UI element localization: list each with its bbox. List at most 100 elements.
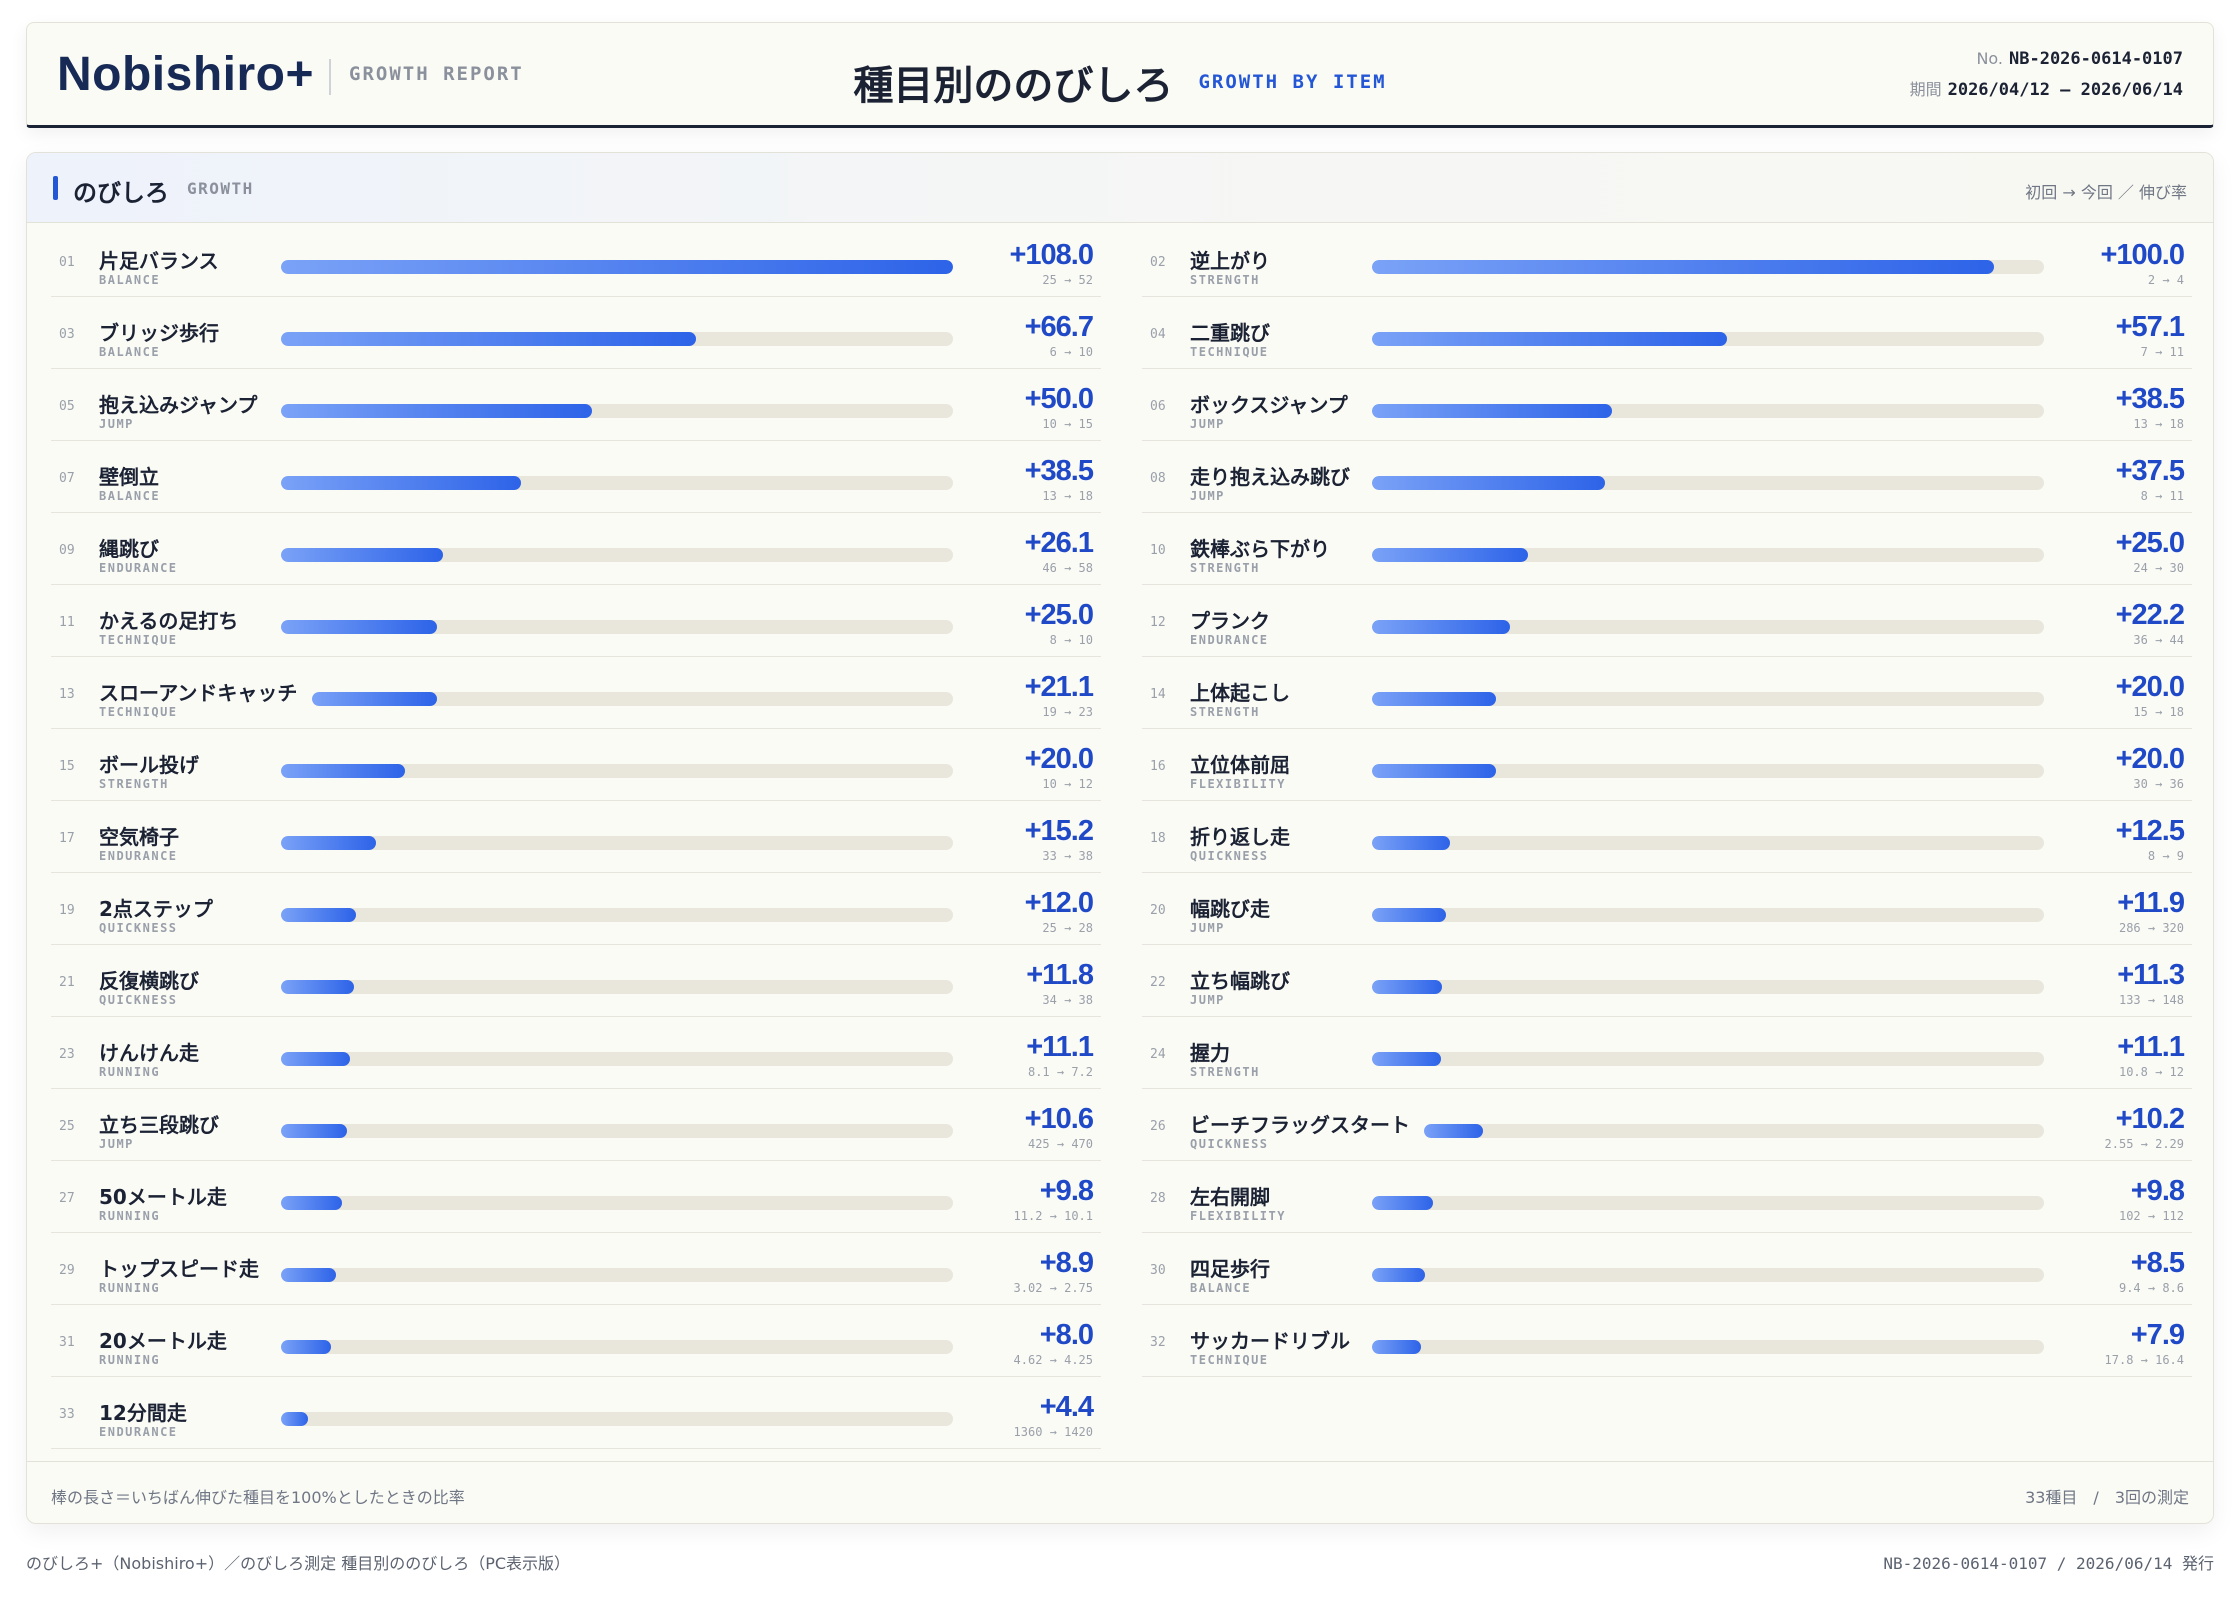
item-name: 握力 (1190, 1041, 1230, 1065)
growth-item-row: 26 ビーチフラッグスタート QUICKNESS +10.2 2.55 → 2.29 (1142, 1089, 2192, 1161)
growth-rate: +15.2 (1024, 815, 1094, 847)
growth-bar-fill (1372, 764, 1497, 778)
first-to-latest: 8.1 → 7.2 (1027, 1065, 1093, 1079)
item-number: 07 (59, 471, 75, 486)
growth-rate: +11.1 (1026, 1031, 1094, 1063)
item-category: BALANCE (99, 489, 161, 503)
growth-item-row: 09 縄跳び ENDURANCE +26.1 46 → 58 (51, 513, 1101, 585)
first-to-latest: 2.55 → 2.29 (2104, 1137, 2184, 1151)
item-name: 反復横跳び (99, 969, 199, 993)
item-name: かえるの足打ち (99, 609, 239, 633)
item-summary: 33種目 / 3回の測定 (2025, 1488, 2189, 1507)
growth-bar-track (1424, 1124, 2044, 1138)
item-category: STRENGTH (1190, 1065, 1260, 1079)
growth-bar-track (281, 476, 953, 490)
item-category: JUMP (1190, 417, 1225, 431)
growth-item-row: 12 プランク ENDURANCE +22.2 36 → 44 (1142, 585, 2192, 657)
item-category: ENDURANCE (99, 849, 178, 863)
growth-item-row: 14 上体起こし STRENGTH +20.0 15 → 18 (1142, 657, 2192, 729)
item-number: 22 (1150, 975, 1166, 990)
growth-item-row: 23 けんけん走 RUNNING +11.1 8.1 → 7.2 (51, 1017, 1101, 1089)
growth-bar-track (281, 1124, 953, 1138)
growth-bar-fill (281, 620, 437, 634)
first-to-latest: 30 → 36 (2133, 777, 2184, 791)
first-to-latest: 15 → 18 (2133, 705, 2184, 719)
first-to-latest: 13 → 18 (2133, 417, 2184, 431)
item-category: STRENGTH (1190, 273, 1260, 287)
item-category: ENDURANCE (1190, 633, 1269, 647)
item-category: RUNNING (99, 1353, 161, 1367)
growth-item-row: 25 立ち三段跳び JUMP +10.6 425 → 470 (51, 1089, 1101, 1161)
growth-bar-track (1372, 1196, 2044, 1210)
item-number: 04 (1150, 327, 1166, 342)
growth-bar-fill (281, 548, 444, 562)
item-category: TECHNIQUE (1190, 1353, 1269, 1367)
item-category: RUNNING (99, 1209, 161, 1223)
growth-item-row: 06 ボックスジャンプ JUMP +38.5 13 → 18 (1142, 369, 2192, 441)
item-number: 12 (1150, 615, 1166, 630)
growth-bar-fill (1372, 1268, 1425, 1282)
item-number: 31 (59, 1335, 75, 1350)
growth-bar-fill (1372, 1052, 1442, 1066)
growth-rate: +25.0 (2115, 527, 2185, 559)
growth-item-row: 29 トップスピード走 RUNNING +8.9 3.02 → 2.75 (51, 1233, 1101, 1305)
first-to-latest: 10.8 → 12 (2118, 1065, 2184, 1079)
growth-bar-track (281, 1412, 953, 1426)
growth-item-row: 05 抱え込みジャンプ JUMP +50.0 10 → 15 (51, 369, 1101, 441)
growth-rate: +21.1 (1024, 671, 1094, 703)
growth-rate: +10.6 (1024, 1103, 1094, 1135)
item-name: 四足歩行 (1190, 1257, 1270, 1281)
period-value: 2026/04/12 — 2026/06/14 (1947, 80, 2183, 100)
item-number: 26 (1150, 1119, 1166, 1134)
item-category: QUICKNESS (1190, 849, 1269, 863)
item-category: QUICKNESS (99, 993, 178, 1007)
item-name: ビーチフラッグスタート (1190, 1113, 1410, 1137)
item-name: 走り抱え込み跳び (1190, 465, 1350, 489)
growth-bar-fill (281, 476, 521, 490)
item-name: 50メートル走 (99, 1185, 227, 1209)
item-category: FLEXIBILITY (1190, 777, 1286, 791)
growth-bar-fill (1372, 260, 1995, 274)
growth-bar-fill (281, 260, 953, 274)
growth-rate: +57.1 (2115, 311, 2185, 343)
page-footer-left: のびしろ+（Nobishiro+）／のびしろ測定 種目別ののびしろ（PC表示版） (26, 1554, 571, 1573)
item-number: 21 (59, 975, 75, 990)
item-category: STRENGTH (1190, 561, 1260, 575)
item-name: 空気椅子 (99, 825, 179, 849)
growth-bar-fill (281, 764, 406, 778)
first-to-latest: 286 → 320 (2118, 921, 2184, 935)
growth-bar-track (281, 260, 953, 274)
growth-rate: +20.0 (1024, 743, 1094, 775)
item-name: 抱え込みジャンプ (99, 393, 258, 417)
item-number: 18 (1150, 831, 1166, 846)
growth-rate: +7.9 (2130, 1319, 2185, 1351)
growth-item-row: 24 握力 STRENGTH +11.1 10.8 → 12 (1142, 1017, 2192, 1089)
panel-title: のびしろ (73, 179, 169, 207)
first-to-latest: 36 → 44 (2133, 633, 2184, 647)
growth-item-row: 28 左右開脚 FLEXIBILITY +9.8 102 → 112 (1142, 1161, 2192, 1233)
item-category: BALANCE (99, 273, 161, 287)
growth-item-row: 18 折り返し走 QUICKNESS +12.5 8 → 9 (1142, 801, 2192, 873)
item-name: トップスピード走 (99, 1257, 259, 1281)
bar-length-note: 棒の長さ＝いちばん伸びた種目を100%としたときの比率 (51, 1488, 465, 1507)
item-category: STRENGTH (99, 777, 169, 791)
panel-title-en: GROWTH (187, 179, 254, 198)
first-to-latest: 25 → 28 (1042, 921, 1093, 935)
growth-item-row: 32 サッカードリブル TECHNIQUE +7.9 17.8 → 16.4 (1142, 1305, 2192, 1377)
growth-rate: +26.1 (1024, 527, 1094, 559)
growth-item-row: 27 50メートル走 RUNNING +9.8 11.2 → 10.1 (51, 1161, 1101, 1233)
first-to-latest: 46 → 58 (1042, 561, 1093, 575)
growth-bar-fill (1372, 548, 1528, 562)
growth-bar-fill (281, 1196, 342, 1210)
growth-item-row: 03 ブリッジ歩行 BALANCE +66.7 6 → 10 (51, 297, 1101, 369)
item-category: FLEXIBILITY (1190, 1209, 1286, 1223)
item-category: TECHNIQUE (99, 633, 178, 647)
item-category: TECHNIQUE (99, 705, 178, 719)
first-to-latest: 7 → 11 (2140, 345, 2184, 359)
growth-bar-track (1372, 836, 2044, 850)
item-number: 29 (59, 1263, 75, 1278)
growth-bar-track (281, 620, 953, 634)
growth-item-row: 13 スローアンドキャッチ TECHNIQUE +21.1 19 → 23 (51, 657, 1101, 729)
growth-bar-fill (1372, 908, 1447, 922)
item-category: JUMP (1190, 993, 1225, 1007)
